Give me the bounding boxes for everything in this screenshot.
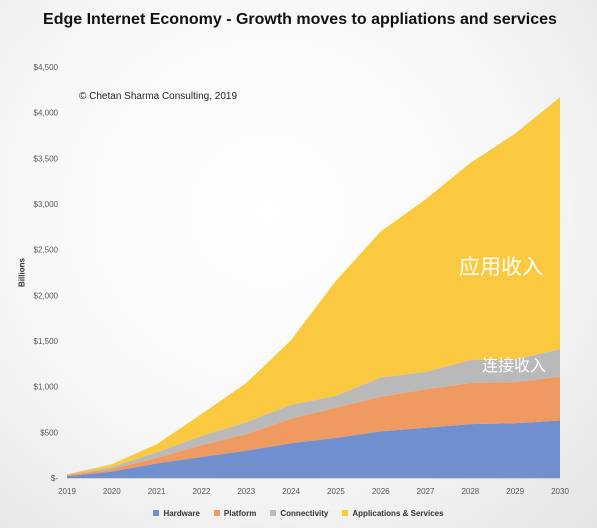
legend-swatch [213,510,220,516]
y-tick-label: $- [51,474,58,483]
x-tick-label: 2023 [237,487,255,496]
x-tick-label: 2027 [417,487,435,496]
connectivity-revenue-annotation: 连接收入 [482,356,546,375]
area-series-applications-services [67,97,560,475]
area-series-platform [67,376,560,477]
x-tick-label: 2019 [58,487,76,496]
y-axis-title-wrap: Billions [2,220,42,330]
x-tick-label: 2021 [148,487,166,496]
y-tick-label: $3,000 [34,200,59,209]
x-tick-label: 2024 [282,487,300,496]
legend-item-hardware: Hardware [153,508,200,518]
copyright-annotation: © Chetan Sharma Consulting, 2019 [79,91,237,102]
legend-item-applications-services: Applications & Services [342,508,444,518]
legend-label: Connectivity [280,508,329,518]
legend-item-connectivity: Connectivity [270,509,328,518]
x-tick-label: 2022 [193,487,211,496]
x-tick-label: 2020 [103,487,121,496]
x-tick-label: 2026 [372,487,390,496]
y-tick-label: $1,000 [34,383,59,392]
y-tick-label: $4,000 [34,109,59,118]
x-tick-label: 2028 [461,487,479,496]
chart-title: Edge Internet Economy - Growth moves to … [43,11,557,28]
legend-item-platform: Platform [213,508,257,518]
chart-legend: Hardware Platform Connectivity Applications… [0,505,597,521]
y-tick-label: $3,500 [34,154,59,163]
y-tick-label: $4,500 [34,63,59,72]
x-tick-label: 2029 [506,487,524,496]
y-tick-label: $2,500 [34,246,59,255]
legend-label: Applications & Services [352,508,444,518]
area-series-connectivity [67,349,560,476]
x-tick-label: 2030 [551,487,569,496]
legend-label: Platform [223,508,257,518]
y-tick-label: $500 [40,428,58,437]
area-series-hardware [67,420,560,478]
apps-revenue-annotation: 应用收入 [459,255,543,279]
y-tick-label: $1,500 [34,337,59,346]
legend-swatch [270,510,277,516]
y-tick-label: $2,000 [34,291,59,300]
legend-swatch [153,510,160,516]
x-tick-label: 2025 [327,487,345,496]
y-axis-title: Billions [17,258,27,287]
legend-swatch [342,510,349,516]
legend-label: Hardware [163,508,200,518]
